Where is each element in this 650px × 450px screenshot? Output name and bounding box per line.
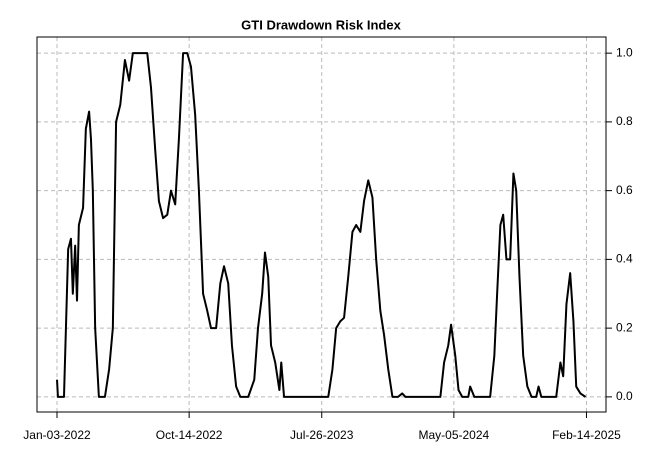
x-tick-label: May-05-2024	[419, 428, 490, 442]
y-tick-label: 0.0	[616, 389, 633, 403]
plot-frame	[36, 36, 607, 413]
data-line	[56, 52, 587, 398]
x-tick-label: Jul-26-2023	[290, 428, 354, 442]
chart-title: GTI Drawdown Risk Index	[241, 17, 401, 32]
y-tick-label: 1.0	[616, 45, 633, 59]
x-tick-label: Oct-14-2022	[156, 428, 223, 442]
y-tick-label: 0.6	[616, 183, 633, 197]
x-tick-label: Feb-14-2025	[552, 428, 621, 442]
x-tick-label: Jan-03-2022	[23, 428, 91, 442]
y-tick-label: 0.8	[616, 114, 633, 128]
y-tick-label: 0.2	[616, 320, 633, 334]
y-tick-label: 0.4	[616, 252, 633, 266]
